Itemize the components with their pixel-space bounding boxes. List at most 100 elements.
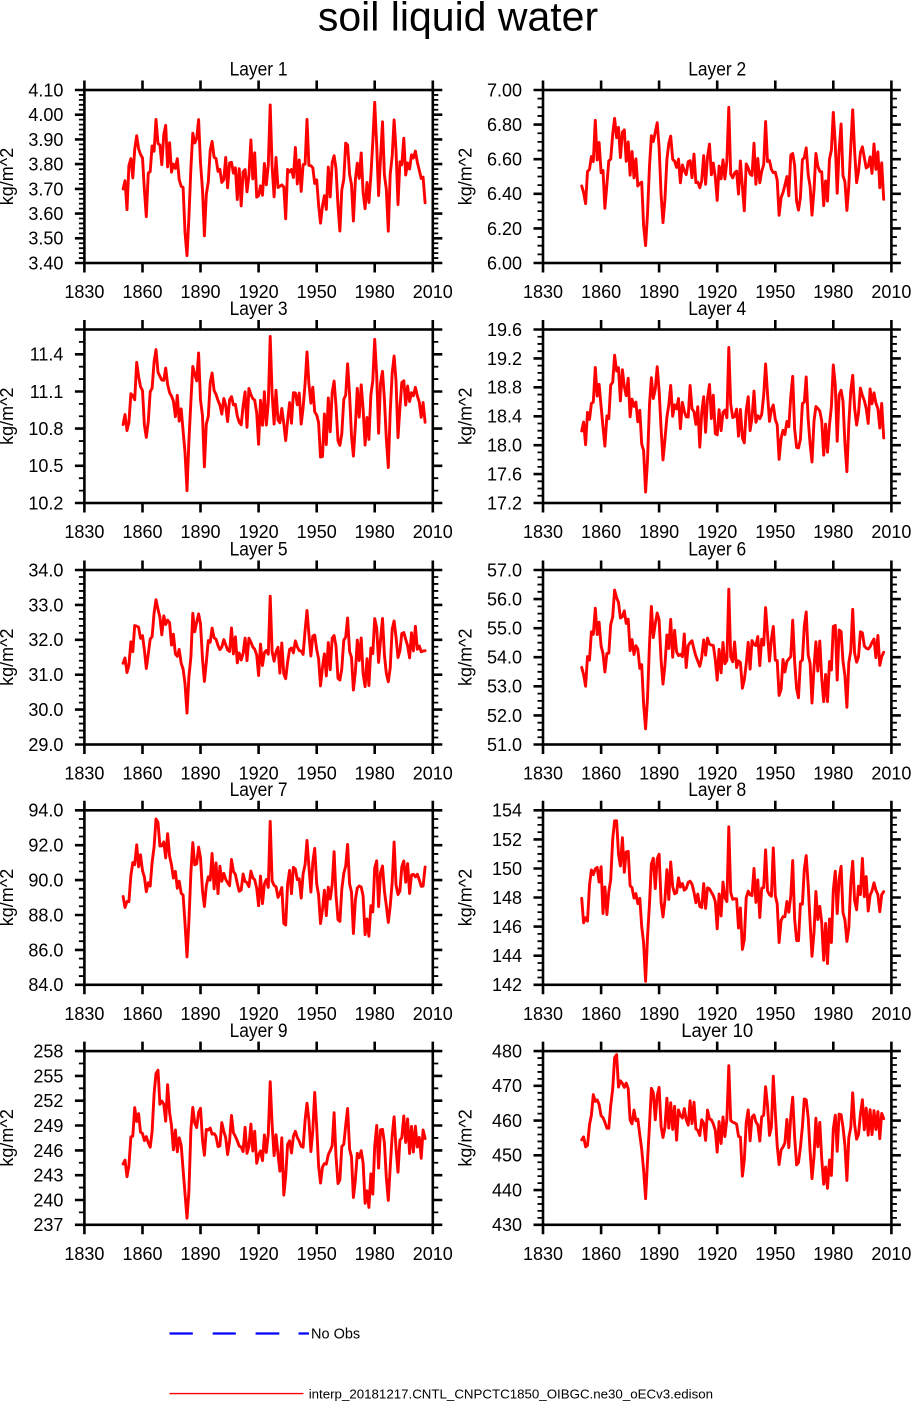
svg-text:86.0: 86.0 — [28, 940, 63, 960]
svg-text:32.0: 32.0 — [28, 630, 63, 650]
svg-text:6.40: 6.40 — [487, 184, 522, 204]
svg-text:1890: 1890 — [180, 1004, 220, 1024]
svg-text:2010: 2010 — [871, 1244, 911, 1264]
svg-text:1950: 1950 — [755, 1004, 795, 1024]
svg-text:252: 252 — [33, 1091, 63, 1111]
svg-text:51.0: 51.0 — [487, 735, 522, 755]
svg-text:1950: 1950 — [297, 1244, 337, 1264]
svg-text:Layer 9: Layer 9 — [230, 1021, 288, 1042]
svg-text:1920: 1920 — [239, 1244, 279, 1264]
svg-text:Layer 5: Layer 5 — [230, 540, 288, 561]
svg-text:kg/m^2: kg/m^2 — [455, 628, 475, 685]
svg-text:1860: 1860 — [581, 764, 621, 784]
svg-text:18.0: 18.0 — [487, 436, 522, 456]
svg-text:kg/m^2: kg/m^2 — [0, 1109, 17, 1166]
svg-text:1890: 1890 — [639, 1004, 679, 1024]
svg-text:1890: 1890 — [180, 522, 220, 542]
svg-text:kg/m^2: kg/m^2 — [0, 869, 17, 926]
svg-text:1860: 1860 — [581, 282, 621, 302]
svg-text:1980: 1980 — [355, 764, 395, 784]
svg-text:1890: 1890 — [639, 764, 679, 784]
svg-text:2010: 2010 — [871, 522, 911, 542]
svg-text:470: 470 — [492, 1076, 522, 1096]
svg-text:1950: 1950 — [297, 764, 337, 784]
svg-text:1950: 1950 — [755, 764, 795, 784]
svg-text:1980: 1980 — [355, 522, 395, 542]
svg-text:1860: 1860 — [122, 1244, 162, 1264]
svg-text:2010: 2010 — [871, 282, 911, 302]
svg-text:249: 249 — [33, 1116, 63, 1136]
svg-text:1860: 1860 — [122, 282, 162, 302]
svg-text:1890: 1890 — [639, 1244, 679, 1264]
svg-text:1980: 1980 — [813, 764, 853, 784]
svg-text:92.0: 92.0 — [28, 836, 63, 856]
svg-text:1890: 1890 — [639, 282, 679, 302]
svg-text:19.2: 19.2 — [487, 349, 522, 369]
svg-text:Layer 2: Layer 2 — [688, 60, 746, 81]
svg-text:1860: 1860 — [581, 1004, 621, 1024]
svg-text:1860: 1860 — [581, 1244, 621, 1264]
svg-text:90.0: 90.0 — [28, 871, 63, 891]
svg-text:30.0: 30.0 — [28, 700, 63, 720]
svg-text:1830: 1830 — [523, 1244, 563, 1264]
svg-text:kg/m^2: kg/m^2 — [0, 628, 17, 685]
svg-text:3.40: 3.40 — [28, 253, 63, 273]
svg-text:2010: 2010 — [413, 522, 453, 542]
svg-text:6.00: 6.00 — [487, 253, 522, 273]
svg-text:1860: 1860 — [122, 522, 162, 542]
svg-text:1890: 1890 — [180, 764, 220, 784]
svg-text:6.80: 6.80 — [487, 115, 522, 135]
svg-text:1920: 1920 — [697, 282, 737, 302]
svg-text:1950: 1950 — [297, 522, 337, 542]
svg-text:1830: 1830 — [64, 282, 104, 302]
svg-text:1920: 1920 — [697, 1004, 737, 1024]
svg-text:243: 243 — [33, 1166, 63, 1186]
svg-text:3.50: 3.50 — [28, 229, 63, 249]
svg-text:148: 148 — [492, 888, 522, 908]
svg-text:17.2: 17.2 — [487, 493, 522, 513]
svg-text:53.0: 53.0 — [487, 677, 522, 697]
svg-text:1950: 1950 — [755, 522, 795, 542]
svg-text:1950: 1950 — [297, 282, 337, 302]
svg-text:430: 430 — [492, 1215, 522, 1235]
svg-text:1920: 1920 — [697, 1244, 737, 1264]
svg-text:154: 154 — [492, 801, 522, 821]
svg-text:kg/m^2: kg/m^2 — [0, 387, 17, 444]
svg-text:Layer 3: Layer 3 — [230, 299, 288, 320]
svg-text:1890: 1890 — [180, 1244, 220, 1264]
svg-text:17.6: 17.6 — [487, 465, 522, 485]
svg-text:56.0: 56.0 — [487, 590, 522, 610]
svg-text:Layer 8: Layer 8 — [688, 780, 746, 801]
svg-text:18.4: 18.4 — [487, 407, 522, 427]
svg-text:1920: 1920 — [239, 1004, 279, 1024]
svg-text:94.0: 94.0 — [28, 801, 63, 821]
svg-text:Layer 4: Layer 4 — [688, 299, 746, 320]
svg-text:1950: 1950 — [297, 1004, 337, 1024]
svg-text:Layer 6: Layer 6 — [688, 540, 746, 561]
svg-text:88.0: 88.0 — [28, 905, 63, 925]
svg-text:kg/m^2: kg/m^2 — [455, 869, 475, 926]
svg-text:7.00: 7.00 — [487, 80, 522, 100]
svg-text:Layer 7: Layer 7 — [230, 780, 288, 801]
svg-text:3.70: 3.70 — [28, 179, 63, 199]
svg-text:11.1: 11.1 — [30, 382, 64, 402]
svg-text:54.0: 54.0 — [487, 648, 522, 668]
svg-text:Layer 1: Layer 1 — [230, 60, 288, 81]
svg-text:84.0: 84.0 — [28, 975, 63, 995]
svg-text:1830: 1830 — [523, 764, 563, 784]
svg-text:33.0: 33.0 — [28, 595, 63, 615]
svg-text:kg/m^2: kg/m^2 — [455, 148, 475, 205]
svg-text:kg/m^2: kg/m^2 — [455, 387, 475, 444]
svg-text:1830: 1830 — [523, 522, 563, 542]
svg-text:450: 450 — [492, 1146, 522, 1166]
svg-text:1980: 1980 — [813, 282, 853, 302]
svg-text:1980: 1980 — [813, 1004, 853, 1024]
svg-text:144: 144 — [492, 946, 522, 966]
svg-text:255: 255 — [33, 1066, 63, 1086]
svg-text:No Obs: No Obs — [311, 1327, 360, 1343]
svg-text:2010: 2010 — [871, 1004, 911, 1024]
svg-text:34.0: 34.0 — [28, 560, 63, 580]
svg-text:3.60: 3.60 — [28, 204, 63, 224]
svg-text:480: 480 — [492, 1042, 522, 1062]
svg-text:Layer 10: Layer 10 — [681, 1021, 753, 1042]
